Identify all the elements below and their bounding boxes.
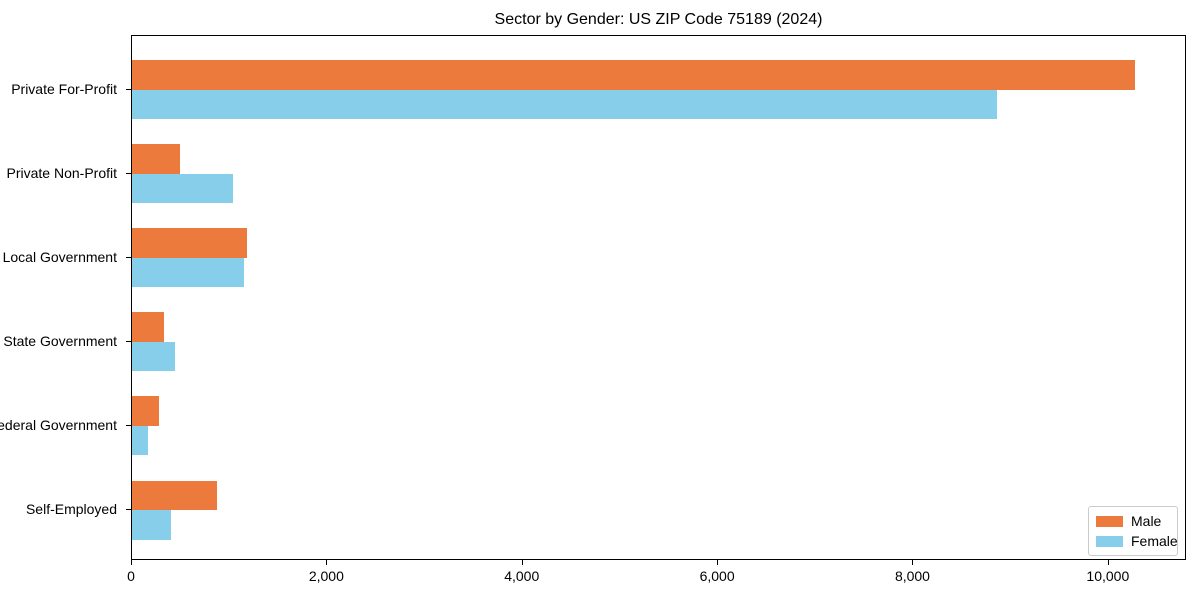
bar-female-2 [132, 173, 233, 204]
x-axis-tick-label: 0 [127, 568, 135, 584]
x-axis-tick-label: 4,000 [504, 568, 540, 584]
x-tick-mark [131, 560, 132, 565]
x-axis-tick-label: 8,000 [894, 568, 930, 584]
y-axis-label: Self-Employed [25, 501, 117, 517]
bar-male-5 [132, 396, 159, 426]
y-axis-label: State Government [3, 332, 117, 349]
bar-female-1 [132, 89, 997, 119]
y-axis-label: Local Government [2, 248, 117, 265]
legend-row-male: Male [1096, 512, 1170, 529]
y-tick-mark [126, 172, 131, 174]
bar-male-4 [132, 312, 165, 342]
legend-label: Female [1131, 532, 1178, 549]
x-tick-mark [326, 560, 328, 565]
y-tick-mark [126, 340, 131, 342]
y-axis-label: Private Non-Profit [6, 164, 117, 181]
chart-title: Sector by Gender: US ZIP Code 75189 (202… [494, 11, 823, 28]
bar-male-1 [132, 60, 1136, 90]
y-tick-mark [126, 256, 131, 258]
bar-male-2 [132, 144, 180, 174]
bar-female-5 [132, 425, 148, 456]
y-tick-mark [126, 509, 131, 510]
x-tick-mark [1107, 560, 1109, 565]
plot-area: Male Female [131, 35, 1186, 560]
y-tick-mark [126, 88, 131, 90]
x-axis-tick-label: 6,000 [699, 568, 735, 584]
bar-female-3 [132, 257, 244, 288]
bar-male-6 [132, 480, 217, 510]
y-axis-label: Federal Government [0, 416, 117, 433]
legend-label: Male [1131, 512, 1162, 529]
legend-row-female: Female [1096, 533, 1178, 549]
bar-female-4 [132, 341, 175, 372]
x-tick-mark [912, 560, 914, 565]
bar-male-3 [132, 228, 247, 258]
x-tick-mark [521, 560, 523, 565]
y-axis-label: Private For-Profit [11, 80, 117, 97]
y-tick-mark [126, 424, 131, 426]
x-axis-tick-label: 10,000 [1086, 568, 1130, 584]
x-axis-tick-label: 2,000 [308, 568, 344, 584]
bar-female-6 [132, 510, 172, 540]
x-tick-mark [717, 560, 719, 565]
legend-swatch-male [1096, 515, 1123, 527]
legend: Male Female [1088, 506, 1178, 556]
legend-swatch-female [1096, 535, 1123, 547]
